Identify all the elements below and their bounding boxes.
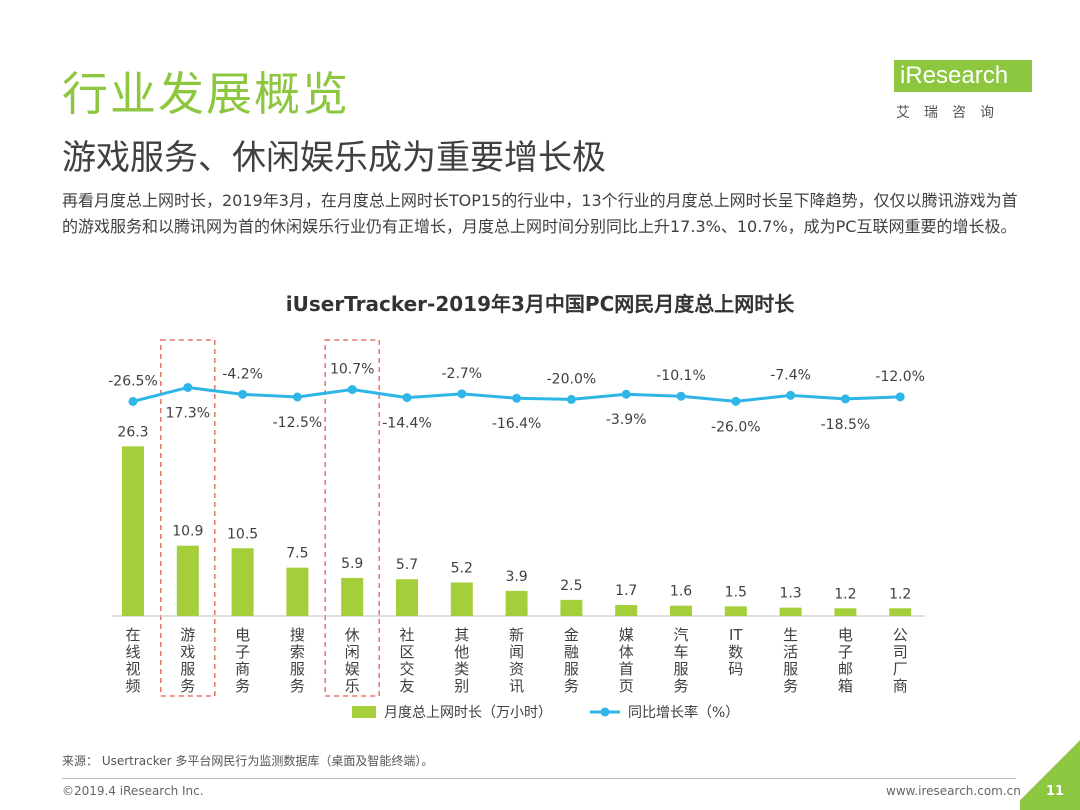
category-label-6: 其他类别	[454, 626, 469, 695]
legend-line-label: 同比增长率（%）	[628, 704, 739, 721]
growth-label-4: 10.7%	[330, 362, 374, 378]
growth-label-6: -2.7%	[441, 366, 482, 382]
website-link[interactable]: www.iresearch.com.cn	[886, 784, 1021, 798]
category-label-9: 媒体首页	[619, 626, 634, 695]
bar-6	[450, 582, 473, 616]
growth-point-8	[566, 394, 576, 404]
bar-9	[615, 605, 638, 616]
page-subtitle: 游戏服务、休闲娱乐成为重要增长极	[62, 138, 606, 178]
bar-14	[889, 608, 912, 616]
growth-point-2	[238, 389, 248, 399]
bar-8	[560, 599, 583, 616]
growth-point-7	[512, 393, 522, 403]
bar-label-1: 10.9	[172, 524, 203, 540]
growth-label-12: -7.4%	[770, 367, 811, 383]
bar-label-14: 1.2	[889, 586, 911, 602]
growth-label-8: -20.0%	[547, 371, 597, 387]
category-label-12: 生活服务	[783, 626, 798, 695]
legend-bar-label: 月度总上网时长（万小时）	[384, 705, 552, 721]
growth-label-0: -26.5%	[108, 373, 158, 389]
growth-point-5	[402, 393, 412, 403]
bar-2	[231, 548, 254, 616]
growth-label-14: -12.0%	[875, 369, 925, 385]
category-label-14: 公司厂商	[893, 626, 908, 695]
growth-point-13	[840, 394, 850, 404]
bar-label-10: 1.6	[670, 584, 692, 600]
highlight-box-4	[324, 339, 380, 697]
bar-11	[724, 606, 747, 616]
bar-4	[341, 577, 364, 616]
growth-label-3: -12.5%	[273, 415, 323, 431]
chart-title: iUserTracker-2019年3月中国PC网民月度总上网时长	[285, 292, 795, 316]
growth-label-11: -26.0%	[711, 419, 761, 435]
category-label-10: 汽车服务	[673, 626, 688, 695]
legend-bar-swatch	[352, 706, 376, 718]
growth-label-9: -3.9%	[606, 412, 647, 428]
category-label-5: 社区交友	[399, 626, 414, 695]
category-label-3: 搜索服务	[290, 626, 305, 695]
legend-line-marker	[600, 707, 610, 717]
bar-0	[122, 446, 144, 616]
growth-point-1	[183, 382, 193, 392]
category-label-11: IT 数码	[728, 626, 743, 678]
logo-chinese: 艾瑞咨询	[896, 105, 1008, 121]
growth-label-5: -14.4%	[382, 416, 432, 432]
growth-label-7: -16.4%	[492, 416, 542, 432]
growth-label-10: -10.1%	[656, 368, 706, 384]
category-label-8: 金融服务	[564, 626, 579, 695]
growth-label-13: -18.5%	[821, 417, 871, 433]
bar-label-7: 3.9	[505, 569, 527, 585]
bar-3	[286, 567, 309, 616]
growth-point-4	[347, 385, 357, 395]
source-note: 来源： Usertracker 多平台网民行为监测数据库（桌面及智能终端）。	[62, 754, 434, 768]
bar-label-6: 5.2	[451, 560, 473, 576]
growth-point-9	[621, 389, 631, 399]
iresearch-logo: iResearch 艾瑞咨询	[890, 58, 1040, 128]
growth-point-14	[895, 392, 905, 402]
growth-point-10	[676, 391, 686, 401]
bar-label-0: 26.3	[117, 424, 148, 440]
growth-point-6	[457, 389, 467, 399]
bar-label-9: 1.7	[615, 583, 637, 599]
bar-label-11: 1.5	[725, 584, 747, 600]
bar-label-8: 2.5	[560, 578, 582, 594]
bar-10	[670, 605, 692, 616]
corner-decoration	[1020, 730, 1080, 810]
footer-divider	[62, 778, 1016, 779]
page-title: 行业发展概览	[62, 67, 350, 121]
bar-label-13: 1.2	[834, 586, 856, 602]
growth-point-11	[731, 396, 741, 406]
category-label-0: 在线视频	[125, 626, 140, 695]
bar-label-12: 1.3	[779, 586, 801, 602]
growth-point-3	[292, 392, 302, 402]
bar-1	[176, 545, 199, 616]
category-label-1: 游戏服务	[180, 626, 195, 695]
category-label-13: 电子邮箱	[838, 626, 853, 695]
growth-point-12	[786, 390, 796, 400]
bar-13	[834, 608, 857, 616]
category-label-2: 电子商务	[235, 626, 250, 695]
page-number: 11	[1046, 784, 1065, 799]
bar-label-2: 10.5	[227, 526, 258, 542]
bar-7	[505, 590, 528, 616]
copyright: ©2019.4 iResearch Inc.	[62, 784, 204, 798]
bar-label-5: 5.7	[396, 557, 418, 573]
growth-label-2: -4.2%	[222, 366, 263, 382]
bar-label-3: 7.5	[286, 546, 308, 562]
growth-point-0	[128, 396, 138, 406]
growth-label-1: 17.3%	[166, 405, 210, 421]
category-label-4: 休闲娱乐	[345, 626, 360, 695]
bar-5	[396, 579, 418, 616]
bar-label-4: 5.9	[341, 556, 363, 572]
logo-brand: iResearch	[894, 60, 1032, 92]
bar-12	[779, 607, 802, 616]
highlight-box-1	[160, 339, 216, 697]
category-label-7: 新闻资讯	[509, 626, 524, 695]
intro-paragraph: 再看月度总上网时长，2019年3月，在月度总上网时长TOP15的行业中，13个行…	[62, 191, 1018, 236]
